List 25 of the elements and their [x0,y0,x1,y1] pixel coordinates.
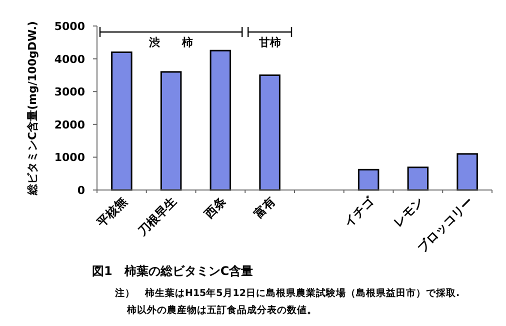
y-tick-label: 3000 [54,86,86,99]
x-tick-label: 西条 [200,194,229,222]
x-tick-label: 刀根早生 [134,194,180,239]
bar [358,168,380,191]
x-tick-label: イチゴ [341,194,378,230]
y-axis-title: 総ビタミンC含量(mg/100gDW.) [26,21,39,196]
bar [111,51,132,191]
bar [210,50,232,191]
annotation: 甘柿 [258,36,281,49]
x-tick-label: 平核無 [94,194,130,230]
x-tick-label: 富有 [251,194,278,222]
bar [407,166,429,191]
x-tick-label: レモン [390,194,426,230]
y-tick-label: 2000 [54,118,86,132]
text: 柿以外の農産物は五訂食品成分表の数値。 [126,304,317,316]
y-tick-label: 4000 [54,52,86,66]
text: 注） 柿生葉はH15年5月12日に島根県農業試験場（島根県益田市）で採取. [114,287,460,299]
bar [259,74,280,191]
y-tick-label: 5000 [54,20,86,33]
bar [456,153,478,191]
y-tick-label: 1000 [54,151,86,164]
bar [160,71,182,191]
annotation: 渋 柿 [148,36,194,49]
text: 図1 柿葉の総ビタミンC含量 [92,264,254,278]
y-tick-label: 0 [77,184,86,197]
